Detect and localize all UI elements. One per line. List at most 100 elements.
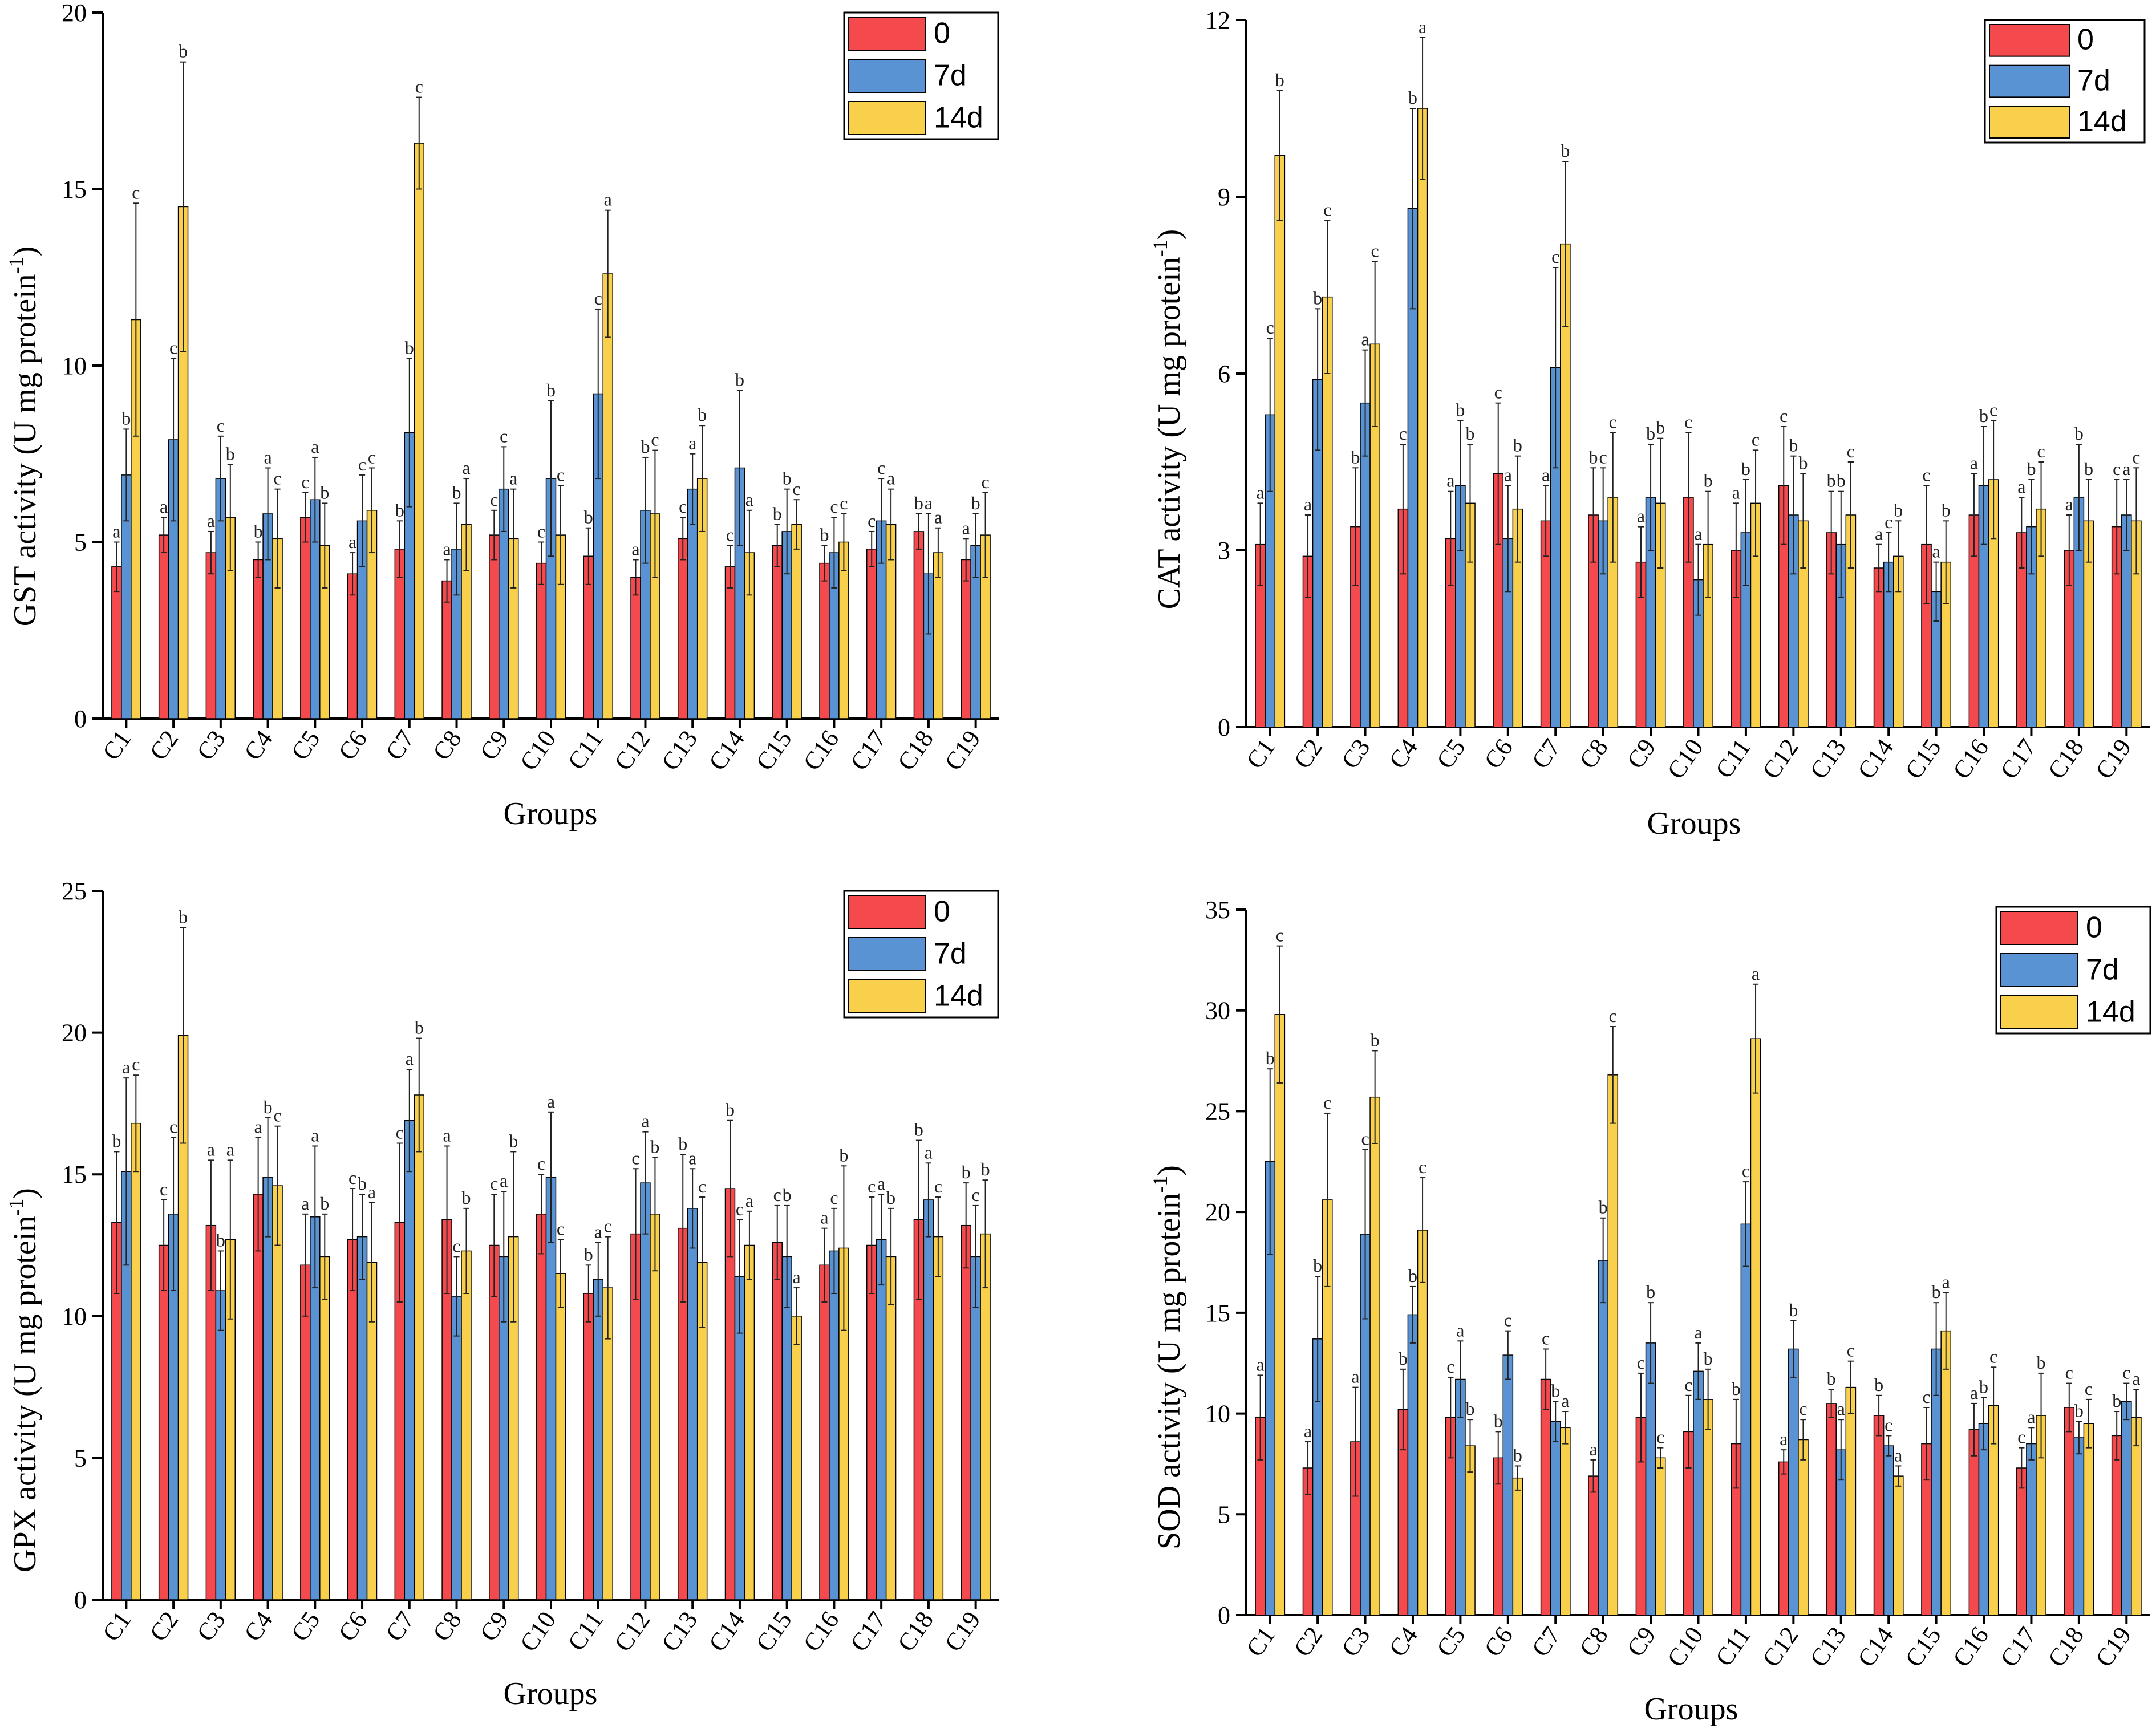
cat-significance-letter: c [2132, 447, 2140, 467]
gpx-y-tick-label: 5 [74, 1444, 87, 1472]
cat-significance-letter: c [2113, 459, 2121, 479]
gst-x-tick-label: C10 [514, 725, 561, 776]
cat-x-tick-label: C15 [1900, 734, 1947, 784]
sod-significance-letter: b [1313, 1255, 1322, 1276]
sod-x-tick-label: C8 [1574, 1622, 1614, 1662]
sod-legend-label: 0 [2086, 911, 2102, 944]
gpx-bar-c18-14d [933, 1236, 944, 1600]
gpx-x-tick-label: C16 [797, 1607, 844, 1657]
gpx-x-tick-label: C9 [475, 1607, 514, 1646]
sod-bar-c13-14d [1845, 1386, 1857, 1616]
gpx-bar-c16-7d [829, 1250, 840, 1600]
gst-x-tick-label: C19 [939, 725, 986, 776]
gst-significance-letter: c [537, 521, 545, 542]
gst-significance-letter: b [179, 41, 188, 62]
cat-bar-c1-14d [1274, 155, 1286, 728]
sod-significance-letter: c [1419, 1157, 1426, 1177]
sod-x-tick-label: C3 [1336, 1622, 1376, 1662]
sod-bar-c1-14d [1274, 1014, 1286, 1616]
gpx-bar-c15-14d [791, 1316, 802, 1600]
gst-significance-letter: c [877, 457, 885, 478]
gst-x-tick-label: C2 [144, 725, 184, 765]
cat-significance-letter: a [1446, 470, 1454, 491]
cat-significance-letter: b [1351, 447, 1360, 467]
sod-significance-letter: a [1589, 1439, 1597, 1459]
gpx-bar-c11-0 [583, 1293, 594, 1600]
cat-x-tick-label: C5 [1431, 734, 1471, 774]
gst-significance-letter: b [914, 493, 923, 513]
sod-significance-letter: c [1922, 1386, 1930, 1407]
gpx-bar-c12-7d [640, 1182, 651, 1600]
gst-legend-label: 0 [934, 17, 950, 50]
gpx-significance-letter: a [254, 1117, 262, 1137]
sod-significance-letter: a [1894, 1445, 1902, 1465]
gst-significance-letter: a [443, 538, 451, 559]
gpx-bar-c17-14d [885, 1256, 897, 1600]
gpx-x-tick-label: C18 [892, 1607, 939, 1657]
sod-x-tick-label: C12 [1757, 1622, 1804, 1672]
gpx-bar-c4-7d [262, 1177, 273, 1600]
gpx-significance-letter: b [509, 1130, 518, 1151]
gst-significance-letter: b [226, 443, 235, 464]
cat-significance-letter: b [1798, 453, 1808, 473]
sod-bar-c7-14d [1560, 1427, 1571, 1616]
cat-significance-letter: a [2065, 494, 2073, 514]
cat-legend-label: 0 [2077, 23, 2094, 56]
gst-bar-c17-0 [866, 549, 877, 719]
sod-significance-letter: a [1694, 1322, 1702, 1342]
cat-significance-letter: b [1894, 500, 1903, 520]
gst-significance-letter: c [868, 510, 876, 531]
gst-x-tick-label: C18 [892, 725, 939, 776]
gpx-legend-label: 7d [934, 937, 967, 970]
gpx-significance-letter: a [594, 1222, 602, 1242]
cat-significance-letter: a [1361, 329, 1369, 350]
gpx-significance-letter: c [868, 1176, 876, 1196]
gst-significance-letter: a [207, 510, 215, 531]
gpx-significance-letter: b [216, 1230, 225, 1250]
sod-x-tick-label: C19 [2090, 1622, 2137, 1672]
gst-significance-letter: c [490, 489, 498, 510]
gpx-significance-letter: a [877, 1173, 885, 1194]
cat-legend-swatch-14d [1989, 106, 2070, 139]
sod-bar-c4-7d [1407, 1314, 1419, 1616]
gst-y-tick-label: 20 [62, 0, 87, 27]
sod-bar-c19-14d [2131, 1417, 2142, 1616]
cat-x-tick-label: C19 [2090, 734, 2137, 784]
sod-bar-c17-0 [2016, 1467, 2027, 1616]
cat-legend-swatch-7d [1989, 64, 2070, 98]
sod-significance-letter: b [1399, 1348, 1408, 1369]
sod-significance-letter: c [1637, 1352, 1645, 1373]
gpx-significance-letter: c [698, 1176, 706, 1196]
gst-bar-c16-0 [819, 562, 830, 719]
sod-significance-letter: a [1257, 1354, 1265, 1374]
gpx-significance-letter: b [783, 1185, 792, 1205]
cat-significance-letter: a [1732, 482, 1740, 502]
gst-y-tick-label: 5 [74, 529, 87, 557]
gst-significance-letter: c [594, 288, 602, 309]
sod-significance-letter: a [1752, 963, 1760, 984]
sod-bar-c8-0 [1588, 1475, 1599, 1616]
gst-significance-letter: c [358, 454, 366, 474]
gst-significance-letter: a [509, 468, 517, 489]
gst-significance-letter: a [934, 507, 942, 528]
sod-chart: SOD activity (U mg protein-1) Groups 0 5 1… [1149, 896, 2151, 1727]
gst-x-tick-label: C16 [797, 725, 844, 776]
cat-significance-letter: b [1561, 140, 1570, 161]
gpx-significance-letter: c [830, 1187, 838, 1208]
cat-x-tick-label: C10 [1661, 734, 1708, 784]
sod-y-tick-label: 20 [1205, 1198, 1230, 1226]
gpx-significance-letter: b [179, 907, 188, 927]
gst-x-tick-label: C8 [427, 725, 467, 765]
gpx-significance-letter: b [358, 1173, 367, 1194]
gpx-bar-c17-7d [876, 1239, 887, 1600]
sod-significance-letter: c [1989, 1346, 1997, 1366]
gst-x-tick-label: C14 [703, 725, 750, 776]
cat-significance-letter: b [1465, 423, 1474, 444]
sod-legend-swatch-7d [2000, 953, 2078, 987]
gst-bar-c19-0 [961, 559, 971, 719]
cat-x-tick-label: C1 [1241, 734, 1280, 774]
cat-legend: 0 7d 14d [1984, 19, 2146, 144]
sod-bar-c11-14d [1750, 1038, 1761, 1616]
gpx-x-tick-label: C19 [939, 1607, 986, 1657]
gpx-x-tick-label: C17 [845, 1607, 891, 1657]
